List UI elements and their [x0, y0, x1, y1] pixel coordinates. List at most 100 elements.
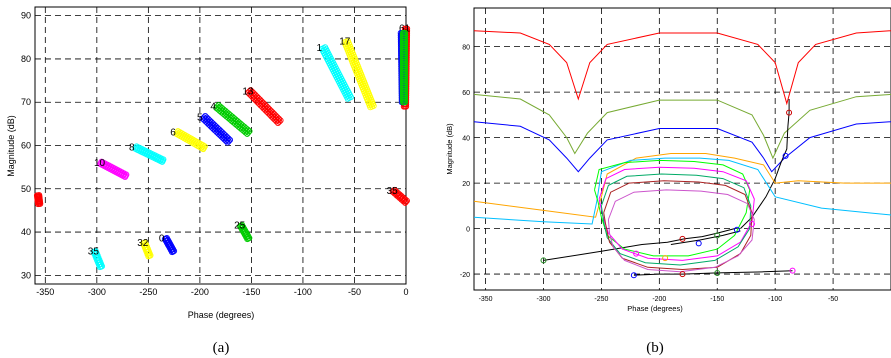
- panel-a-y-tick-label: 30: [21, 270, 31, 280]
- cluster-point: [402, 196, 409, 203]
- cluster-label: 32: [137, 238, 149, 249]
- cluster: 0: [159, 234, 178, 256]
- panel-a-x-axis-label: Phase (degrees): [188, 310, 255, 320]
- panel-a-x-tick-label: -150: [242, 287, 260, 297]
- panel-a-x-tick-label: -50: [348, 287, 361, 297]
- cluster: 32: [137, 238, 154, 260]
- panel-a-grid: [35, 7, 407, 284]
- panel-b-x-tick-label: -300: [536, 296, 550, 303]
- cluster-label: 8: [129, 143, 135, 154]
- series-line: [473, 153, 891, 218]
- series-line: [670, 230, 741, 245]
- panel-b-caption: (b): [646, 340, 664, 356]
- cluster-point: [246, 128, 253, 135]
- panel-a-y-tick-label: 60: [21, 141, 31, 151]
- series-line: [543, 228, 735, 261]
- cluster-point: [402, 198, 410, 205]
- panel-b-y-tick-label: 60: [462, 90, 470, 97]
- panel-b-x-tick-label: -150: [710, 296, 724, 303]
- series-line: [473, 157, 891, 225]
- cluster-point: [403, 197, 410, 204]
- cluster: [33, 192, 44, 208]
- cluster-point: [123, 171, 130, 178]
- cluster-point: [400, 198, 407, 205]
- data-marker: [749, 221, 755, 228]
- cluster: 6: [170, 128, 208, 153]
- cluster-point: [402, 199, 409, 206]
- panel-a-x-tick-label: -350: [36, 287, 54, 297]
- panel-b-y-tick-label: -20: [460, 272, 470, 279]
- cluster-label: 61: [399, 24, 411, 35]
- cluster-point: [224, 136, 231, 143]
- cluster: 13: [242, 86, 284, 127]
- cluster: 35: [88, 247, 106, 271]
- data-marker: [782, 152, 789, 159]
- cluster: [399, 29, 409, 106]
- panel-b-x-tick-label: -100: [768, 296, 782, 303]
- data-marker: [662, 255, 669, 262]
- cluster-label: 35: [88, 247, 100, 258]
- data-marker: [679, 271, 686, 278]
- cluster-point: [37, 200, 44, 207]
- panel-b-x-tick-label: -350: [479, 296, 493, 303]
- cluster-point: [201, 143, 208, 150]
- panel-a-x-tick-label: -300: [88, 287, 106, 297]
- cluster-point: [401, 197, 408, 204]
- cluster-label: 1: [317, 43, 323, 54]
- data-marker: [540, 257, 547, 264]
- panel-b-x-tick-label: -200: [652, 296, 666, 303]
- cluster-point: [243, 128, 250, 135]
- cluster-point: [225, 135, 232, 142]
- cluster-point: [244, 126, 251, 133]
- cluster-point: [225, 138, 232, 145]
- panel-a-y-tick-label: 40: [21, 227, 31, 237]
- panel-b-markers: [540, 109, 796, 279]
- panel-a-y-tick-label: 90: [21, 11, 31, 21]
- cluster-point: [274, 117, 281, 124]
- cluster-label: 35: [387, 186, 399, 197]
- cluster-label: 6: [170, 128, 176, 139]
- panel-a-y-tick-label: 50: [21, 184, 31, 194]
- series-line: [473, 121, 891, 173]
- panel-a-y-axis-label: Magnitude (dB): [6, 115, 16, 177]
- panel-b-x-axis-label: Phase (degrees): [627, 304, 683, 313]
- panel-b-x-tick-label: -250: [594, 296, 608, 303]
- panel-a-magnitude-phase-scatter: 1 17 61 13 45 6 8 10 35 25 0 32 35 -350 -300 -250 -200 -…: [6, 6, 411, 356]
- cluster-point: [226, 136, 234, 143]
- cluster: 17: [339, 37, 377, 111]
- series-line: [473, 30, 891, 106]
- cluster-point: [171, 247, 178, 255]
- panel-b-x-tick-label: -50: [828, 296, 838, 303]
- cluster-point: [147, 252, 154, 259]
- panel-a-y-tick-label: 70: [21, 97, 31, 107]
- series-line: [473, 93, 891, 160]
- data-marker: [695, 240, 702, 247]
- cluster-point: [276, 118, 283, 125]
- cluster-point: [277, 117, 284, 124]
- panel-a-x-tick-label: 0: [403, 287, 408, 297]
- panel-b-magnitude-phase-lines: -350 -300 -250 -200 -150 -100 -50-20020406080 …: [445, 7, 891, 356]
- cluster: 1: [317, 43, 354, 102]
- cluster-label: 0: [159, 234, 165, 245]
- data-marker: [633, 250, 640, 257]
- cluster-label: 10: [94, 158, 106, 169]
- panel-b-y-tick-label: 80: [462, 45, 470, 52]
- cluster: 5: [197, 112, 234, 146]
- cluster-point: [370, 102, 377, 109]
- cluster: 25: [234, 221, 253, 243]
- panel-a-caption: (a): [213, 340, 230, 356]
- panel-a-x-tick-label: -250: [139, 287, 157, 297]
- cluster: 4: [210, 102, 253, 137]
- series-line: [633, 270, 793, 276]
- cluster-point: [160, 156, 167, 163]
- cluster-label: 4: [210, 102, 216, 113]
- panel-b-y-tick-label: 40: [462, 136, 470, 143]
- data-marker: [786, 109, 793, 116]
- cluster-label: 13: [242, 86, 254, 97]
- cluster-label: 25: [234, 221, 246, 232]
- data-marker: [714, 269, 721, 276]
- panel-b-y-tick-label: 0: [466, 227, 470, 234]
- data-marker: [679, 235, 686, 242]
